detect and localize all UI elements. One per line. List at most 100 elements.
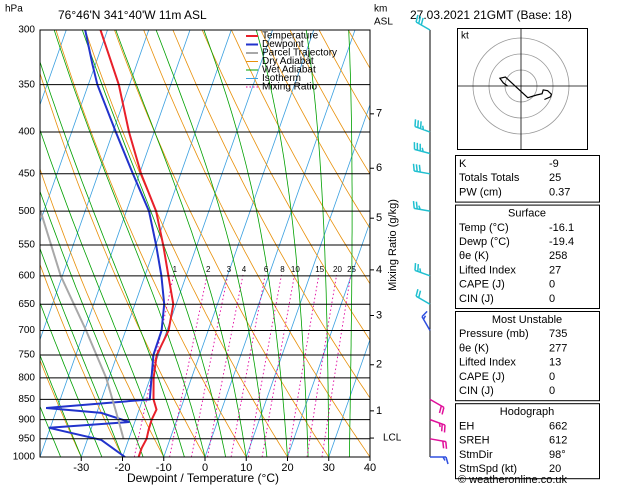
index-name: StmSpd (kt) (459, 463, 517, 475)
isotherm (40, 30, 67, 106)
wind-barb (430, 456, 449, 465)
wind-barb (412, 201, 431, 212)
y-tick-label: 500 (18, 206, 35, 217)
mixing-ratio-value: 8 (280, 265, 285, 274)
mixing-ratio-value: 2 (206, 265, 211, 274)
index-name: SREH (459, 435, 490, 447)
km-tick-label: 5 (376, 212, 382, 224)
dry-adiabat (114, 30, 330, 457)
index-value: 735 (549, 328, 567, 340)
index-section-title: Hodograph (500, 406, 554, 418)
index-value: 98° (549, 449, 566, 461)
y-tick-label: 700 (18, 325, 35, 336)
mixing-ratio-line (169, 274, 208, 457)
y-tick-label: 950 (18, 433, 35, 444)
y-tick-label: 800 (18, 373, 35, 384)
mixing-ratio-line (287, 274, 320, 457)
legend-label: Parcel Trajectory (262, 48, 337, 59)
wind-barb (415, 289, 431, 305)
index-name: K (459, 158, 467, 170)
profile-line (99, 30, 175, 457)
isotherm (287, 220, 370, 457)
index-name: Pressure (mb) (459, 328, 529, 340)
index-value: 13 (549, 357, 561, 369)
km-label: km (374, 4, 387, 15)
wet-adiabat (40, 354, 82, 457)
y-tick-label: 600 (18, 270, 35, 281)
index-name: CAPE (J) (459, 371, 505, 383)
hodograph-unit: kt (461, 31, 469, 42)
index-box (455, 155, 600, 203)
wind-barb (413, 142, 431, 155)
y-tick-label: 300 (18, 25, 35, 36)
isotherm (40, 30, 150, 341)
index-value: 27 (549, 264, 561, 276)
hodograph-trace (498, 76, 553, 101)
y-tick-label: 550 (18, 240, 35, 251)
y-tick-label: 650 (18, 299, 35, 310)
index-value: 0.37 (549, 186, 570, 198)
y-tick-label: 850 (18, 394, 35, 405)
km-tick-label: 3 (376, 309, 382, 321)
index-value: 20 (549, 463, 561, 475)
wind-barb (421, 310, 431, 331)
index-name: CAPE (J) (459, 279, 505, 291)
isotherm (328, 338, 370, 457)
wind-barb (429, 438, 448, 449)
isotherm (245, 103, 370, 457)
index-value: 0 (549, 385, 555, 397)
wind-barb (429, 418, 446, 433)
wet-adiabat (369, 446, 370, 457)
isotherm (163, 30, 315, 457)
x-tick-label: 0 (202, 462, 208, 474)
index-value: 662 (549, 420, 567, 432)
legend-label: Wet Adiabat (262, 65, 316, 76)
x-axis-label: Dewpoint / Temperature (°C) (127, 471, 279, 485)
y-tick-label: 400 (18, 127, 35, 138)
km-label: ASL (374, 17, 393, 28)
km-tick-label: 4 (376, 264, 382, 276)
plot-frame (39, 29, 371, 458)
isotherm (40, 30, 191, 457)
index-section-title: Surface (508, 208, 546, 220)
index-name: CIN (J) (459, 293, 494, 305)
wind-barb (414, 263, 431, 277)
wind-barb (414, 119, 431, 133)
index-box (455, 311, 600, 402)
y-tick-label: 450 (18, 168, 35, 179)
index-name: CIN (J) (459, 385, 494, 397)
wet-adiabat (40, 405, 61, 457)
lcl-label: LCL (383, 433, 402, 444)
x-tick-label: 20 (281, 462, 293, 474)
index-name: Lifted Index (459, 264, 516, 276)
index-name: θe (K) (459, 342, 489, 354)
y-axis-label: hPa (5, 4, 23, 15)
index-name: EH (459, 420, 474, 432)
legend-label: Dry Adiabat (262, 56, 314, 67)
index-name: Dewp (°C) (459, 236, 510, 248)
index-box (455, 204, 600, 310)
mixing-ratio-value: 4 (242, 265, 247, 274)
index-value: 0 (549, 371, 555, 383)
hodograph (458, 29, 587, 149)
dry-adiabat (40, 359, 82, 457)
mixing-ratio-line (190, 274, 229, 457)
index-value: -16.1 (549, 222, 574, 234)
index-name: Lifted Index (459, 357, 516, 369)
km-tick-label: 1 (376, 405, 382, 417)
legend-label: Mixing Ratio (262, 82, 317, 93)
dry-adiabat (260, 30, 370, 230)
index-value: 258 (549, 250, 567, 262)
x-tick-label: 10 (240, 462, 252, 474)
y-tick-label: 750 (18, 350, 35, 361)
legend-label: Temperature (262, 31, 319, 42)
chart-subtitle: 27.03.2021 21GMT (Base: 18) (410, 8, 572, 22)
km-tick-label: 6 (376, 162, 382, 174)
index-value: 25 (549, 172, 561, 184)
x-tick-label: 30 (323, 462, 335, 474)
index-name: Totals Totals (459, 172, 520, 184)
km-tick-label: 2 (376, 359, 382, 371)
legend-label: Dewpoint (262, 39, 304, 50)
index-name: θe (K) (459, 250, 489, 262)
